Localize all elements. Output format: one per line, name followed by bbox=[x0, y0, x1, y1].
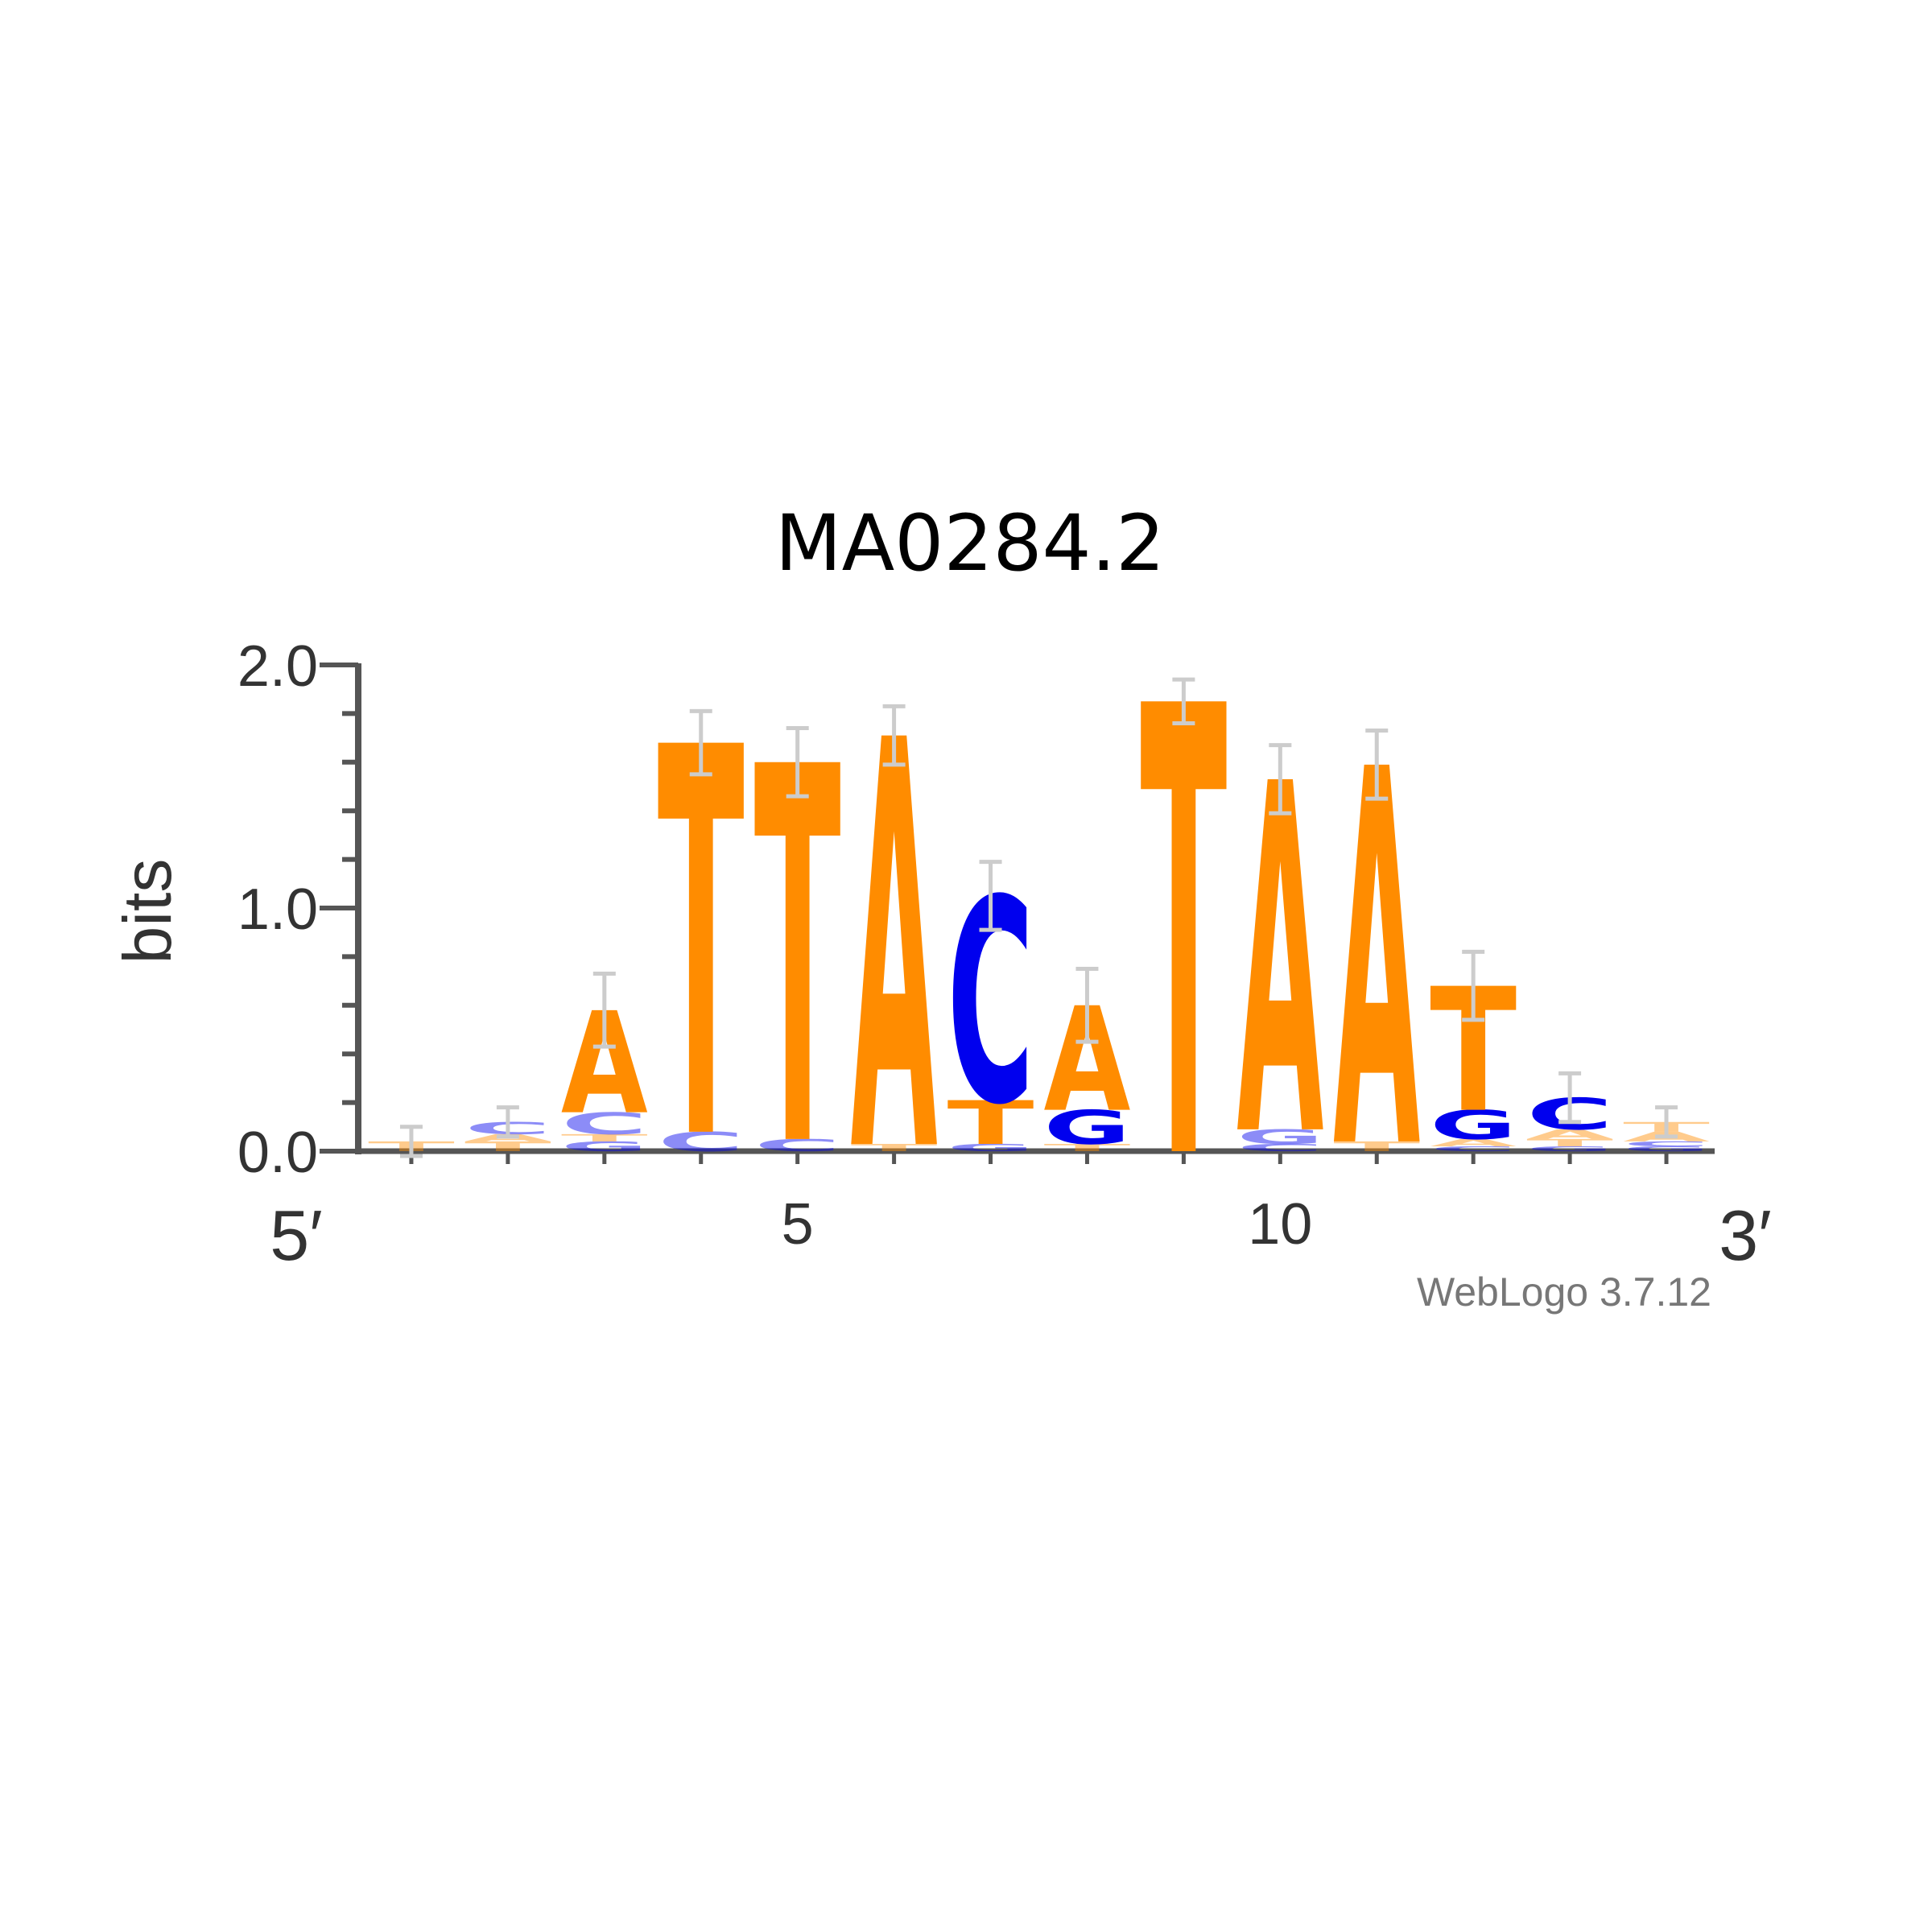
error-bar bbox=[1558, 1071, 1582, 1125]
y-tick-label: 2.0 bbox=[237, 634, 318, 699]
x-axis: 5 10 bbox=[355, 1148, 1715, 1257]
chart-title: MA0284.2 bbox=[775, 498, 1165, 588]
logo-letter-c: C bbox=[1430, 1145, 1517, 1153]
logo-letter-c: C bbox=[1623, 1140, 1710, 1148]
y-tick-label: 0.0 bbox=[237, 1121, 318, 1185]
y-axis-label: bits bbox=[109, 859, 185, 964]
three-prime-label: 3′ bbox=[1719, 1195, 1771, 1275]
weblogo-credit: WebLogo 3.7.12 bbox=[1417, 1269, 1711, 1315]
x-tick-label: 5 bbox=[782, 1192, 814, 1257]
logo-letter-g: G bbox=[1430, 1102, 1517, 1149]
error-bar bbox=[1365, 729, 1389, 801]
logo-letter-g: G bbox=[561, 1139, 648, 1154]
error-bar bbox=[689, 708, 712, 777]
error-bar bbox=[979, 860, 1002, 932]
logo-letter-c: C bbox=[754, 1136, 841, 1155]
logo-letter-c: C bbox=[1236, 1141, 1323, 1154]
y-tick-label: 1.0 bbox=[237, 877, 318, 942]
logo-stacks: TTACGTCACTCTTAGTCTGATCGATACAGTGTACGCAT bbox=[368, 579, 1710, 1297]
logo-letter-c: C bbox=[658, 1127, 745, 1158]
error-bars bbox=[399, 677, 1678, 1158]
error-bar bbox=[1172, 677, 1195, 725]
logo-letter-t: T bbox=[1333, 1139, 1420, 1154]
logo-letter-t: T bbox=[851, 1142, 938, 1154]
error-bar bbox=[399, 1125, 423, 1158]
five-prime-label: 5′ bbox=[270, 1195, 322, 1275]
logo-letter-t: T bbox=[561, 1133, 648, 1144]
error-bar bbox=[1075, 967, 1099, 1044]
logo-letter-c: C bbox=[561, 1106, 648, 1141]
error-bar bbox=[1655, 1105, 1678, 1139]
error-bar bbox=[496, 1105, 519, 1139]
logo-letter-t: T bbox=[947, 1088, 1034, 1158]
logo-letter-g: G bbox=[1623, 1145, 1710, 1153]
error-bar bbox=[882, 704, 906, 767]
logo-letter-t: T bbox=[1043, 1142, 1130, 1154]
logo-letter-t: T bbox=[1526, 1137, 1613, 1149]
logo-letter-t: T bbox=[464, 1139, 551, 1154]
logo-letter-g: G bbox=[1044, 1100, 1131, 1154]
logo-letter-a: A bbox=[1526, 1127, 1613, 1142]
error-bar bbox=[786, 726, 809, 799]
error-bar bbox=[1269, 743, 1292, 815]
logo-letter-g: G bbox=[1526, 1145, 1613, 1153]
logo-letter-g: G bbox=[947, 1142, 1034, 1154]
y-axis: 0.0 1.0 2.0 bbox=[237, 634, 361, 1185]
logo-letter-g: G bbox=[1236, 1125, 1323, 1149]
logo-letter-a: A bbox=[1430, 1137, 1517, 1149]
x-tick-label: 10 bbox=[1248, 1192, 1312, 1257]
error-bar bbox=[1462, 949, 1485, 1022]
error-bar bbox=[592, 972, 616, 1049]
